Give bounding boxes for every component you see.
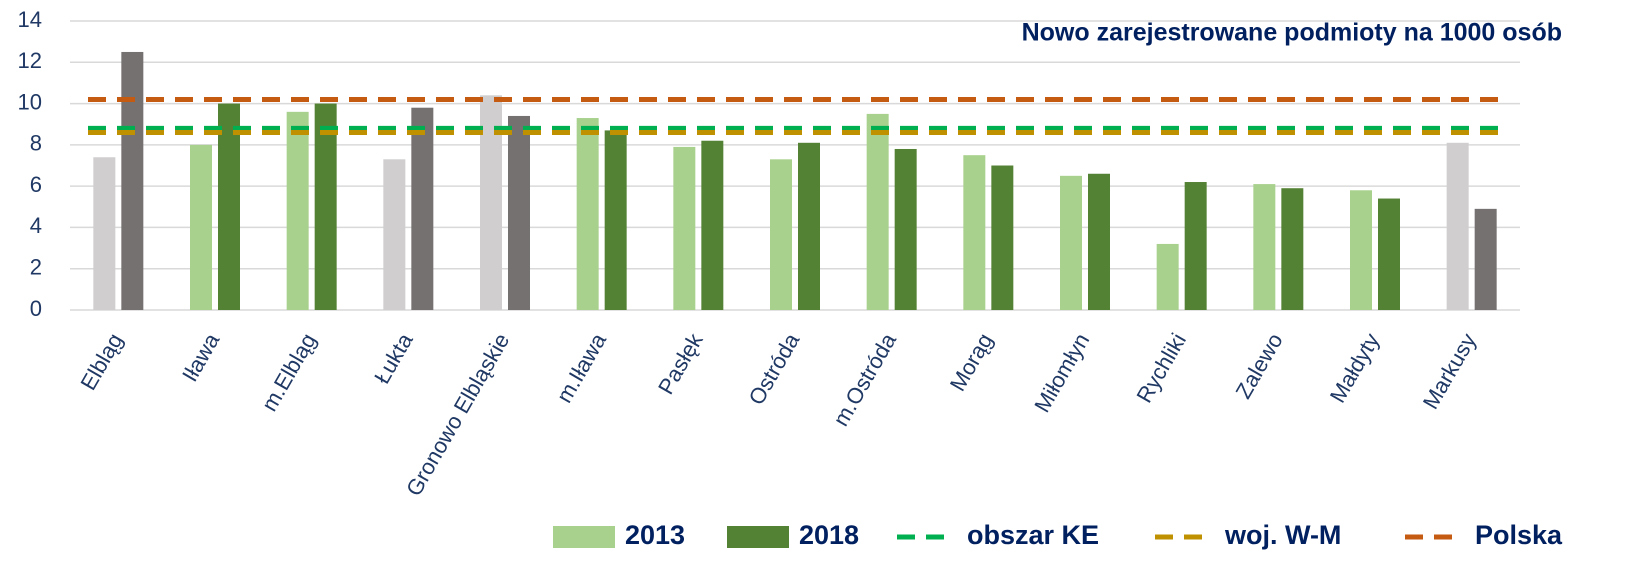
x-tick-label: Elbląg xyxy=(75,329,127,394)
legend-swatch xyxy=(553,526,615,548)
bar xyxy=(991,165,1014,310)
bar xyxy=(383,159,406,310)
legend-label: 2013 xyxy=(625,520,685,550)
bar xyxy=(673,146,696,310)
x-tick-label: Łukta xyxy=(369,328,418,388)
y-tick-label: 10 xyxy=(18,89,42,114)
bar xyxy=(1474,208,1497,310)
x-tick-label: Markusy xyxy=(1418,329,1481,413)
x-tick-label: m.Iława xyxy=(551,328,611,407)
bar xyxy=(1378,198,1400,310)
bar xyxy=(1088,173,1110,310)
x-tick-label: Pasłęk xyxy=(653,328,708,399)
y-tick-label: 8 xyxy=(30,131,42,156)
bar xyxy=(1060,175,1082,310)
x-tick-label: m.Ostróda xyxy=(828,328,901,430)
x-tick-label: Ostróda xyxy=(744,328,805,409)
bar xyxy=(770,159,792,310)
chart-title: Nowo zarejestrowane podmioty na 1000 osó… xyxy=(1022,19,1562,47)
legend-label: obszar KE xyxy=(967,520,1099,550)
bar xyxy=(1350,190,1372,310)
bar xyxy=(314,103,337,310)
x-tick-label: Miłomłyn xyxy=(1029,329,1094,417)
x-tick-label: Morąg xyxy=(945,329,998,396)
legend-label: Polska xyxy=(1475,520,1563,550)
bar xyxy=(93,157,116,310)
bar xyxy=(604,130,627,310)
bar xyxy=(411,107,434,310)
y-tick-label: 14 xyxy=(18,7,42,32)
y-tick-label: 6 xyxy=(30,172,42,197)
bar xyxy=(1446,142,1469,310)
y-tick-label: 2 xyxy=(30,255,42,280)
bar xyxy=(121,51,144,310)
bar xyxy=(190,144,212,310)
bar xyxy=(286,111,309,310)
bar xyxy=(1156,243,1179,310)
bar xyxy=(480,95,502,310)
x-tick-label: Rychliki xyxy=(1131,329,1191,407)
bar xyxy=(1281,188,1304,310)
x-tick-label: Gronowo Elbląskie xyxy=(401,329,514,500)
bar xyxy=(963,155,986,310)
bar xyxy=(701,140,724,310)
x-tick-label: m.Elbląg xyxy=(257,329,321,416)
legend-label: 2018 xyxy=(799,520,859,550)
x-tick-label: Zalewo xyxy=(1231,329,1288,403)
x-tick-label: Iława xyxy=(177,328,225,386)
bar xyxy=(576,118,599,311)
bar xyxy=(1184,182,1207,310)
y-tick-label: 4 xyxy=(30,213,42,238)
bar xyxy=(798,142,820,310)
bar xyxy=(218,103,240,310)
legend-label: woj. W-M xyxy=(1224,520,1341,550)
bar xyxy=(508,115,530,310)
x-tick-label: Małdyty xyxy=(1325,329,1385,407)
bar xyxy=(894,148,917,310)
legend-swatch xyxy=(727,526,789,548)
y-tick-label: 12 xyxy=(18,48,42,73)
y-tick-label: 0 xyxy=(30,296,42,321)
bar xyxy=(866,113,889,311)
bar xyxy=(1253,184,1276,310)
